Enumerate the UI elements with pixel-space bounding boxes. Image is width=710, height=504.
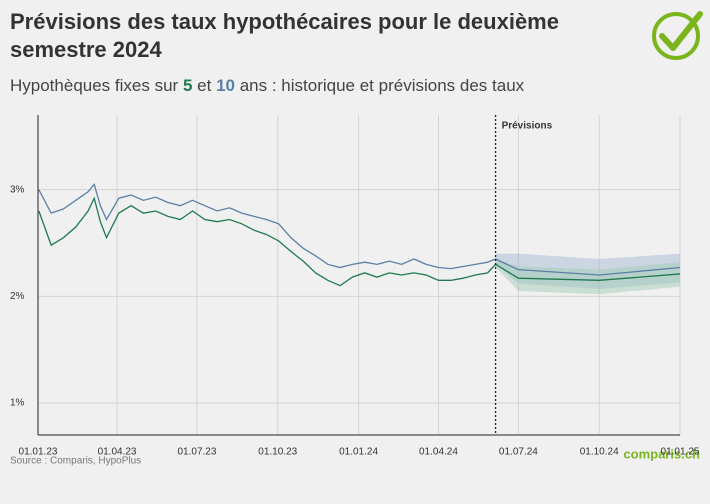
x-tick-label: 01.04.23	[98, 447, 137, 458]
x-tick-label: 01.07.23	[177, 447, 216, 458]
logo-text: comparis.ch	[623, 446, 700, 461]
x-tick-label: 01.10.23	[258, 447, 297, 458]
x-tick-label: 01.01.23	[19, 447, 58, 458]
y-tick-label: 1%	[10, 398, 25, 409]
x-tick-label: 01.10.24	[580, 447, 619, 458]
subtitle-text: et	[197, 76, 212, 95]
subtitle: Hypothèques fixes sur 5 et 10 ans : hist…	[10, 76, 524, 96]
x-tick-label: 01.07.24	[499, 447, 538, 458]
check-logo	[652, 11, 703, 60]
history-line	[38, 196, 497, 287]
y-tick-label: 2%	[10, 291, 25, 302]
subtitle-text: Hypothèques fixes sur	[10, 76, 179, 95]
source: Source : Comparis, HypoPlus	[10, 456, 141, 467]
x-tick-label: 01.01.25	[661, 447, 700, 458]
history-line	[38, 182, 496, 270]
forecast-line	[495, 263, 681, 281]
subtitle-text: ans : historique et prévisions des taux	[239, 76, 525, 95]
forecast-band	[495, 261, 680, 295]
x-tick-label: 01.01.24	[339, 447, 378, 458]
forecast-label: Prévisions	[502, 121, 553, 132]
forecast-band	[495, 253, 680, 289]
chart-title: Prévisions des taux hypothécaires pour l…	[10, 9, 559, 62]
legend-entry: 5	[182, 76, 193, 95]
forecast-line	[495, 258, 681, 276]
legend-entry: 10	[216, 76, 235, 95]
y-tick-label: 3%	[10, 184, 25, 195]
x-tick-label: 01.04.24	[419, 447, 458, 458]
